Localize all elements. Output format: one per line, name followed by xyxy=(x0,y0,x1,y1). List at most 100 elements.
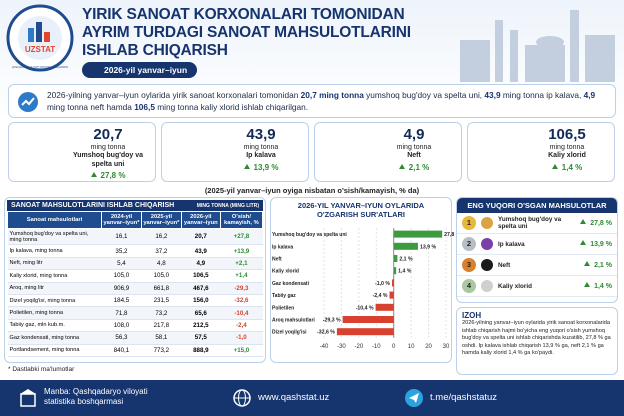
card-value: 106,5 xyxy=(548,126,586,143)
top-item: 3 Neft 2,1 % xyxy=(457,255,617,276)
web-icon xyxy=(233,389,251,407)
table-row: Dizel yoqilg'isi, ming tonna 184,5 231,5 15… xyxy=(7,294,263,308)
table-cell: -10,4 xyxy=(220,306,263,320)
value-label: 27,8 % xyxy=(444,232,456,238)
value-label: -32,6 % xyxy=(317,330,335,336)
table-cell: 57,5 xyxy=(181,331,221,345)
card-change: 27,8 % xyxy=(91,171,126,181)
value-label: -2,4 % xyxy=(373,293,388,299)
top-title: ENG YUQORI O'SGAN MAHSULOTLAR xyxy=(457,198,617,213)
table-cell: Tabiiy gaz, mln kub.m. xyxy=(7,319,102,333)
summary-icon xyxy=(18,92,38,112)
summary-part: yumshoq bug'doy va spelta uni, xyxy=(363,90,485,100)
stat-card: 106,5 ming tonna Kaliy xlorid 1,4 % xyxy=(467,122,615,182)
category-label: Polietilen xyxy=(272,305,294,311)
table-row: Neft, ming litr 5,4 4,8 4,9 +2,1 xyxy=(7,257,263,271)
summary-text: 2026-yilning yanvar–iyun oylarida yirik … xyxy=(47,89,607,113)
category-label: Gaz kondensati xyxy=(272,281,310,287)
product-dot xyxy=(481,259,493,271)
card-text: 4,9 ming tonna Neft 2,1 % xyxy=(369,126,459,172)
logo: QASHQADARYO VILOYATI STATISTIKA BOSHQARM… xyxy=(6,4,74,72)
card-label: Yumshoq bug'doy va spelta uni xyxy=(72,152,144,168)
table-cell: 184,5 xyxy=(101,294,142,308)
summary-part: 20,7 ming tonna xyxy=(300,90,364,100)
card-label: Kaliy xlorid xyxy=(548,152,586,160)
card-text: 20,7 ming tonna Yumshoq bug'doy va spelta … xyxy=(63,126,153,181)
product-name: Neft xyxy=(498,261,511,269)
card-change: 2,1 % xyxy=(399,163,429,173)
table-cell: Portlandsement, ming tonna xyxy=(7,344,102,357)
card-unit: ming tonna xyxy=(549,144,585,151)
table-cell: 56,3 xyxy=(101,331,142,345)
table-cell: +1,4 xyxy=(220,269,263,283)
note-box: IZOH 2026-yilning yanvar–iyun oylarida y… xyxy=(456,307,618,375)
table-cell: 16,2 xyxy=(141,228,182,246)
table-cell: Yumshoq bug'doy va spelta uni, ming tonn… xyxy=(7,228,102,246)
bar xyxy=(391,279,394,287)
chart-title: 2026-YIL YANVAR–IYUN OYLARIDA O'ZGARISH … xyxy=(297,201,425,219)
table-cell: 105,0 xyxy=(101,269,142,283)
table-cell: 840,1 xyxy=(101,344,142,357)
table-row: Ip kalava, ming tonna 35,2 37,2 43,9 +13,9 xyxy=(7,244,263,258)
table-cell: -1,0 xyxy=(220,331,263,345)
telegram[interactable]: t.me/qashstatuz xyxy=(430,392,498,403)
source: Manba: Qashqadaryo viloyati statistika b… xyxy=(44,387,148,406)
category-label: Tabiiy gaz xyxy=(272,293,296,299)
value-label: -29,3 % xyxy=(323,318,341,324)
product-change: 1,4 % xyxy=(584,282,612,290)
title-line: AYRIM TURDAGI SANOAT MAHSULOTLARINI xyxy=(82,24,411,41)
top-item: 2 Ip kalava 13,9 % xyxy=(457,234,617,255)
category-label: Dizel yoqilg'isi xyxy=(272,330,307,336)
table-cell: 108,0 xyxy=(101,319,142,333)
table-cell: +13,9 xyxy=(220,244,263,258)
top-item: 4 Kaliy xlorid 1,4 % xyxy=(457,276,617,297)
note-text: 2026-yilning yanvar–iyun oylarida yirik … xyxy=(462,320,611,357)
card-change: 13,9 % xyxy=(244,163,279,173)
summary-box: 2026-yilning yanvar–iyun oylarida yirik … xyxy=(8,84,616,118)
table-cell: 43,9 xyxy=(181,244,221,258)
table-cell: 4,8 xyxy=(141,257,182,271)
website[interactable]: www.qashstat.uz xyxy=(258,392,330,403)
bar xyxy=(342,316,394,323)
bar xyxy=(393,267,397,275)
table-cell: +27,8 xyxy=(220,228,263,246)
category-label: Yumshoq bug'doy va spelta uni xyxy=(272,232,347,238)
x-tick-label: 30 xyxy=(443,344,450,350)
bar-chart: -40 -30 -20 -10 0 10 20 30 Yumshoq bug'doy va sp… xyxy=(272,228,456,350)
table-cell: Ip kalava, ming tonna xyxy=(7,244,102,258)
card-value: 20,7 xyxy=(93,126,123,143)
x-tick-label: -20 xyxy=(355,344,364,350)
table-cell: 58,1 xyxy=(141,331,182,345)
table-cell: Dizel yoqilg'isi, ming tonna xyxy=(7,294,102,308)
column-header: 2026-yil yanvar–iyun xyxy=(180,211,221,229)
table-cell: Aroq, ming litr xyxy=(7,282,102,295)
table-cell: 71,8 xyxy=(101,306,142,320)
category-label: Neft xyxy=(272,257,282,263)
logo-text: QASHQADARYO VILOYATI STATISTIKA BOSHQARM… xyxy=(12,65,68,69)
category-label: Aroq mahsulotlari xyxy=(272,318,315,324)
table-cell: 661,8 xyxy=(141,282,182,295)
card-text: 43,9 ming tonna Ip kalava 13,9 % xyxy=(216,126,306,172)
card-label: Ip kalava xyxy=(246,152,276,160)
stat-card: 4,9 ming tonna Neft 2,1 % xyxy=(314,122,462,182)
note-title: IZOH xyxy=(462,311,482,320)
value-label: -10,4 % xyxy=(356,305,374,311)
table-cell: -32,6 xyxy=(220,294,263,308)
value-label: -1,0 % xyxy=(375,281,390,287)
table-title: SANOAT MAHSULOTLARINI ISHLAB CHIQARISH xyxy=(11,202,175,209)
stat-card: 20,7 ming tonna Yumshoq bug'doy va spelta … xyxy=(8,122,156,182)
table-cell: 231,5 xyxy=(141,294,182,308)
product-name: Ip kalava xyxy=(498,240,525,248)
factory-decor xyxy=(460,10,615,82)
x-tick-label: -40 xyxy=(320,344,329,350)
product-dot xyxy=(481,238,493,250)
table-cell: 105,0 xyxy=(141,269,182,283)
table: Sanoat mahsulotlari 2024-yil yanvar–iyun*… xyxy=(7,211,264,357)
table-cell: 73,2 xyxy=(141,306,182,320)
product-name: Kaliy xlorid xyxy=(498,282,532,290)
table-head: SANOAT MAHSULOTLARINI ISHLAB CHIQARISH M… xyxy=(7,200,263,211)
title: YIRIK SANOAT KORXONALARI TOMONIDAN AYRIM … xyxy=(82,6,411,60)
summary-part: 4,9 xyxy=(583,90,596,100)
card-text: 106,5 ming tonna Kaliy xlorid 1,4 % xyxy=(522,126,612,172)
table-cell: Kaliy xlorid, ming tonna xyxy=(7,269,102,283)
